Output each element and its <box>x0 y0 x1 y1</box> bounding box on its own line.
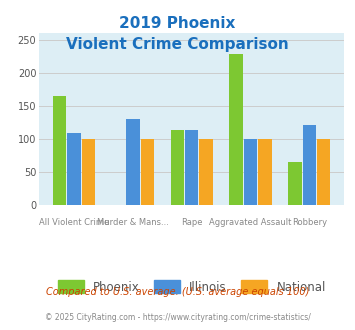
Bar <box>229 54 243 205</box>
Text: Violent Crime Comparison: Violent Crime Comparison <box>66 37 289 52</box>
Bar <box>302 125 316 205</box>
Bar <box>185 130 198 205</box>
Text: Robbery: Robbery <box>292 218 327 227</box>
Text: Aggravated Assault: Aggravated Assault <box>209 218 292 227</box>
Bar <box>141 139 154 205</box>
Bar <box>82 139 95 205</box>
Bar <box>200 139 213 205</box>
Legend: Phoenix, Illinois, National: Phoenix, Illinois, National <box>53 276 331 299</box>
Bar <box>170 130 184 205</box>
Bar <box>67 133 81 205</box>
Text: Compared to U.S. average. (U.S. average equals 100): Compared to U.S. average. (U.S. average … <box>46 287 309 297</box>
Bar <box>258 139 272 205</box>
Bar <box>317 139 331 205</box>
Bar <box>126 119 140 205</box>
Bar <box>288 162 302 205</box>
Text: 2019 Phoenix: 2019 Phoenix <box>119 16 236 31</box>
Text: © 2025 CityRating.com - https://www.cityrating.com/crime-statistics/: © 2025 CityRating.com - https://www.city… <box>45 313 310 322</box>
Bar <box>244 139 257 205</box>
Text: Murder & Mans...: Murder & Mans... <box>97 218 169 227</box>
Text: All Violent Crime: All Violent Crime <box>39 218 109 227</box>
Text: Rape: Rape <box>181 218 202 227</box>
Bar <box>53 96 66 205</box>
